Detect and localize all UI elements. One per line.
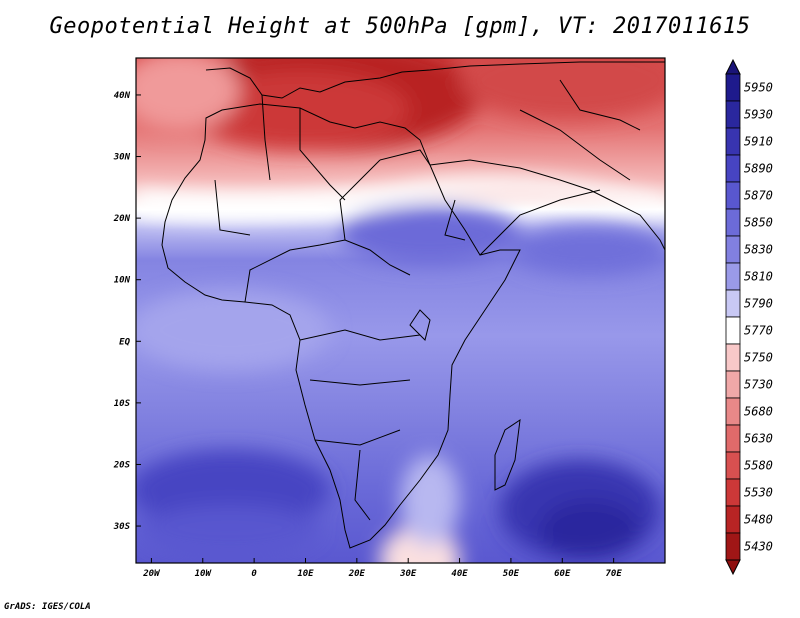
colorbar-swatch — [725, 208, 741, 237]
colorbar: 5950 5930 5910 5890 5870 5850 5830 5810 5790 5770… — [725, 58, 773, 576]
colorbar-label: 5580 — [744, 459, 773, 473]
colorbar-label: 5830 — [744, 243, 773, 257]
lon-tick-label: 70E — [606, 569, 623, 579]
lon-tick-label: 40E — [451, 569, 468, 579]
lon-tick-label: 10E — [297, 569, 314, 579]
colorbar-swatch — [725, 181, 741, 210]
lon-tick-label: 0 — [251, 569, 257, 579]
colorbar-swatch — [725, 424, 741, 453]
colorbar-label: 5930 — [744, 108, 773, 122]
colorbar-swatch — [725, 316, 741, 345]
colorbar-label: 5870 — [744, 189, 773, 203]
credit-label: GrADS: IGES/COLA — [4, 602, 91, 612]
colorbar-label: 5680 — [744, 405, 773, 419]
plot-frame — [135, 57, 666, 564]
colorbar-swatch — [725, 505, 741, 534]
colorbar-swatch — [725, 73, 741, 102]
colorbar-bottom-arrow — [725, 559, 741, 576]
colorbar-swatch — [725, 262, 741, 291]
lat-tick-label: 40N — [114, 91, 131, 101]
height-field — [136, 58, 665, 563]
colorbar-label: 5910 — [744, 135, 773, 149]
colorbar-label: 5770 — [744, 324, 773, 338]
lat-tick-label: 30S — [113, 522, 131, 532]
colorbar-top-arrow — [725, 58, 741, 75]
lat-tick-label: 30N — [113, 153, 131, 163]
colorbar-label: 5790 — [744, 297, 773, 311]
coastlines — [161, 61, 665, 549]
colorbar-label: 5850 — [744, 216, 773, 230]
colorbar-swatch — [725, 343, 741, 372]
lon-tick-label: 20W — [142, 569, 161, 579]
colorbar-swatch — [725, 289, 741, 318]
lat-tick-label: 10N — [114, 276, 131, 286]
map-title: Geopotential Height at 500hPa [gpm], VT:… — [49, 14, 751, 39]
lat-tick-label: 20N — [113, 214, 131, 224]
colorbar-label: 5810 — [744, 270, 773, 284]
colorbar-label: 5630 — [744, 432, 773, 446]
axes: 40N 30N 20N 10N EQ 10S 20S 30S 20W 10W 0 10E 20E 30E 4… — [113, 91, 623, 579]
colorbar-swatch — [725, 451, 741, 480]
lat-tick-label: EQ — [119, 337, 130, 347]
colorbar-label: 5430 — [744, 540, 773, 554]
colorbar-swatch — [725, 532, 741, 561]
colorbar-label: 5950 — [744, 81, 773, 95]
colorbar-swatch — [725, 478, 741, 507]
colorbar-label: 5730 — [744, 378, 773, 392]
lon-tick-label: 10W — [195, 569, 213, 579]
lat-tick-label: 20S — [113, 460, 131, 470]
lon-tick-label: 60E — [554, 569, 571, 579]
lat-tick-label: 10S — [114, 399, 131, 409]
lon-tick-label: 20E — [348, 569, 366, 579]
colorbar-label: 5890 — [744, 162, 773, 176]
colorbar-label: 5530 — [744, 486, 773, 500]
colorbar-swatch — [725, 370, 741, 399]
colorbar-swatch — [725, 397, 741, 426]
lon-tick-label: 30E — [399, 569, 417, 579]
colorbar-swatch — [725, 235, 741, 264]
colorbar-swatch — [725, 127, 741, 156]
colorbar-swatch — [725, 100, 741, 129]
lon-tick-label: 50E — [503, 569, 520, 579]
colorbar-label: 5480 — [744, 513, 773, 527]
colorbar-label: 5750 — [744, 351, 773, 365]
colorbar-swatch — [725, 154, 741, 183]
